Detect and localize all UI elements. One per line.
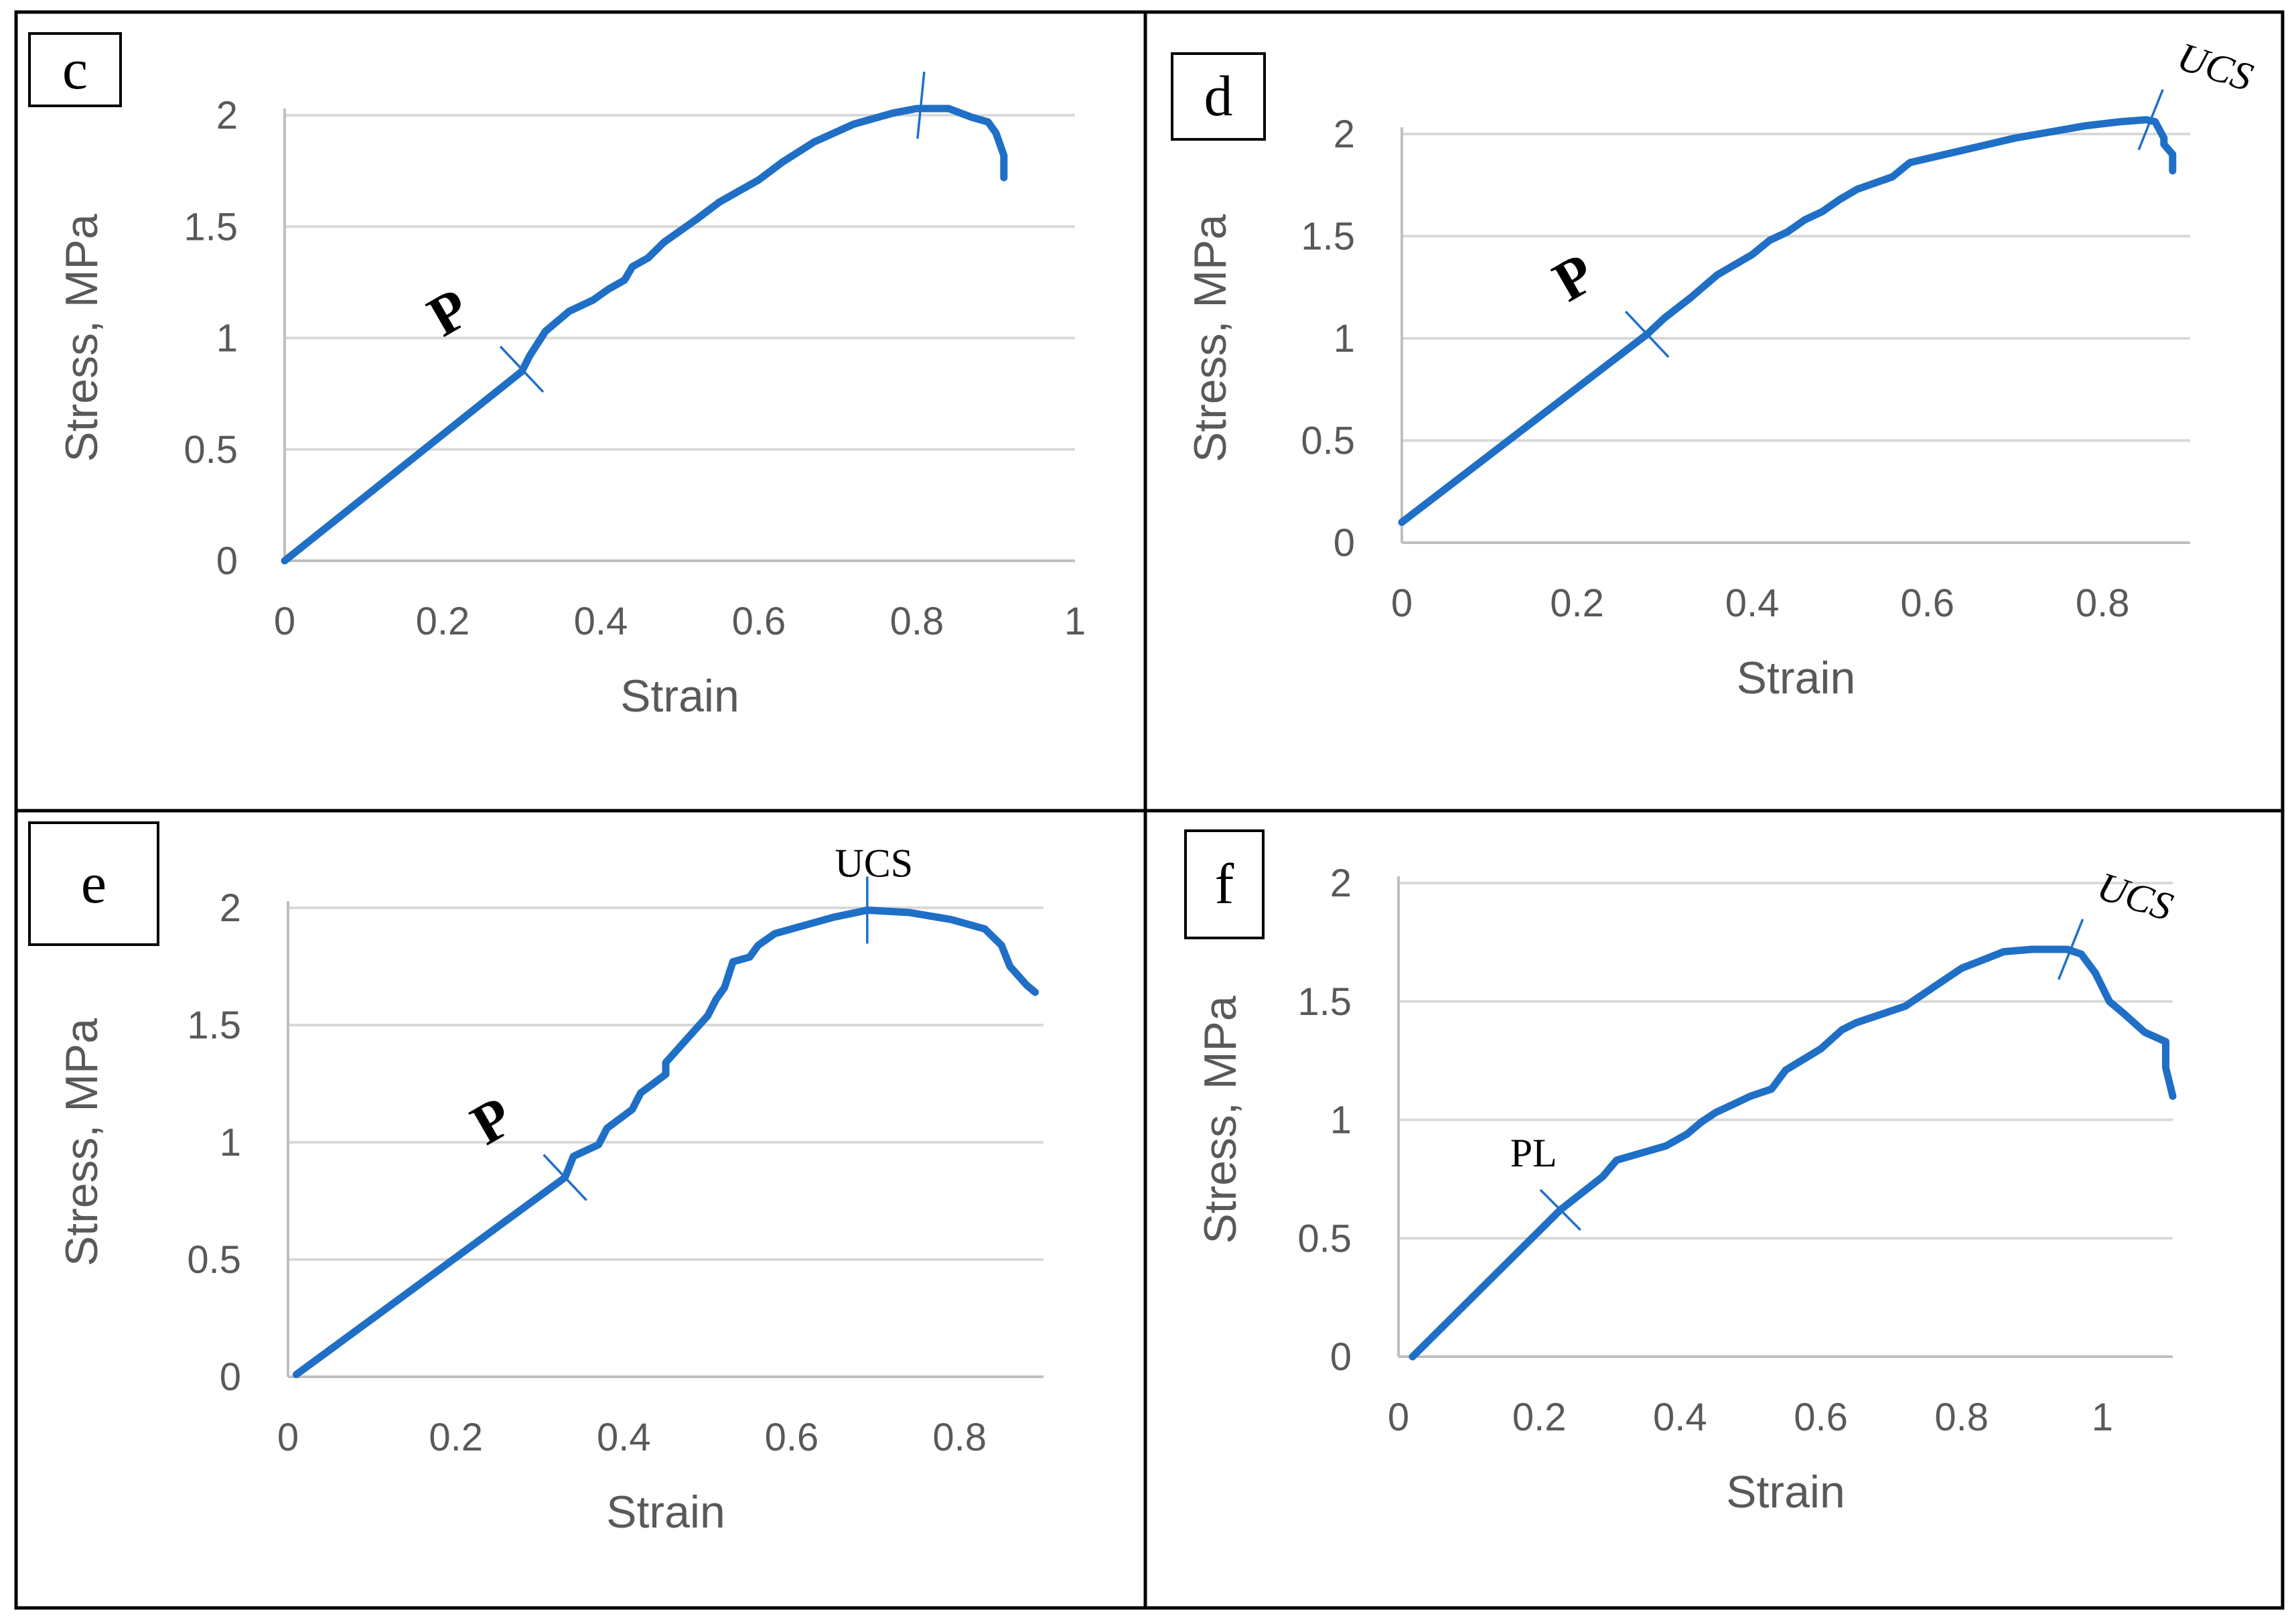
x-tick-label: 0.4 (1725, 582, 1780, 625)
chart-panel-f: 0 0.5 1 1.5 2 0 0.2 0.4 0.6 0.8 1 Strain Stress, MPa… (1143, 809, 2285, 1610)
y-tick-label: 1.5 (187, 1004, 241, 1047)
y-tick-label: 0.5 (1297, 1217, 1352, 1260)
y-axis-label: Stress, MPa (56, 1018, 107, 1266)
y-tick-label: 0.5 (187, 1238, 241, 1282)
y-tick-label: 2 (1330, 862, 1352, 905)
series-line (1409, 945, 2177, 1361)
y-tick-label: 0 (220, 1355, 241, 1399)
panel-letter-box (28, 32, 122, 107)
x-tick-label: 0.8 (1934, 1396, 1989, 1439)
x-tick-label: 0.6 (732, 600, 786, 643)
annotation-marker (2057, 919, 2084, 980)
panel-letter: e (81, 851, 106, 915)
x-tick-label: 0.2 (416, 600, 470, 643)
x-tick-label: 0 (1391, 582, 1413, 625)
annotation-label: UCS (835, 841, 913, 886)
x-axis-label: Strain (620, 671, 739, 722)
panel-letter-box (28, 821, 159, 946)
y-tick-label: 1 (1330, 1099, 1352, 1142)
y-tick-label: 2 (216, 94, 238, 137)
x-tick-label: 1 (1064, 600, 1086, 643)
y-tick-label: 1.5 (184, 205, 238, 249)
annotation-label: P (460, 1084, 523, 1157)
annotation-label: P (1542, 241, 1605, 314)
y-tick-label: 0.5 (184, 428, 238, 472)
y-tick-label: 0 (216, 539, 238, 583)
y-tick-label: 1.5 (1297, 980, 1352, 1024)
panel-letter: d (1204, 64, 1233, 128)
y-tick-label: 2 (1334, 113, 1355, 156)
annotation-label: PL (1510, 1131, 1557, 1175)
x-tick-label: 0.6 (1794, 1396, 1848, 1439)
x-tick-label: 0.8 (890, 600, 944, 643)
y-tick-label: 0.5 (1301, 419, 1355, 463)
panel-letter-box (1184, 829, 1265, 939)
panel-letter: c (62, 37, 88, 101)
x-tick-label: 0.2 (1512, 1396, 1567, 1439)
x-axis-label: Strain (1737, 653, 1856, 703)
y-tick-label: 1 (216, 317, 238, 360)
panel-letter: f (1215, 852, 1234, 916)
y-tick-label: 1 (1334, 317, 1355, 360)
x-tick-label: 0.4 (597, 1416, 651, 1459)
annotation-marker (1624, 310, 1670, 358)
y-tick-label: 2 (220, 886, 241, 930)
chart-panel-e: 0 0.5 1 1.5 2 0 0.2 0.4 0.6 0.8 Strain Stress, MPa P… (14, 809, 1147, 1610)
x-tick-label: 0 (277, 1416, 299, 1459)
x-tick-label: 0.4 (574, 600, 628, 643)
series-line (293, 906, 1039, 1378)
annotation-label: UCS (2092, 864, 2178, 929)
y-axis-label: Stress, MPa (1195, 996, 1246, 1243)
annotation-label: UCS (2172, 34, 2258, 100)
annotation-marker (1539, 1189, 1581, 1231)
y-tick-label: 0 (1330, 1335, 1352, 1379)
x-tick-label: 0 (1388, 1396, 1409, 1439)
y-tick-label: 1.5 (1301, 215, 1355, 259)
y-axis-label: Stress, MPa (56, 214, 107, 462)
x-axis-label: Strain (1726, 1467, 1845, 1517)
x-tick-label: 0.6 (765, 1416, 819, 1459)
panel-letter-box (1171, 52, 1266, 141)
annotation-marker (916, 71, 926, 139)
x-tick-label: 0.2 (429, 1416, 483, 1459)
annotation-marker (543, 1154, 587, 1201)
x-axis-label: Strain (606, 1487, 725, 1538)
x-tick-label: 0.4 (1653, 1396, 1707, 1439)
x-tick-label: 0.6 (1900, 582, 1954, 625)
annotation-marker (2137, 89, 2164, 151)
series-line (1398, 116, 2177, 526)
x-tick-label: 0 (274, 600, 295, 643)
panel-border (1143, 809, 2285, 1610)
chart-panel-c: 0 0.5 1 1.5 2 0 0.2 0.4 0.6 0.8 1 Strain Stress, MPa… (14, 10, 1147, 813)
y-axis-label: Stress, MPa (1185, 214, 1236, 462)
y-tick-label: 0 (1334, 521, 1355, 565)
y-tick-label: 1 (220, 1121, 241, 1164)
x-tick-label: 0.2 (1550, 582, 1604, 625)
series-line (281, 105, 1008, 565)
x-tick-label: 1 (2092, 1396, 2113, 1439)
x-tick-label: 0.8 (2076, 582, 2130, 625)
x-tick-label: 0.8 (932, 1416, 987, 1459)
chart-panel-d: 0 0.5 1 1.5 2 0 0.2 0.4 0.6 0.8 Strain Stress, MPa P… (1143, 10, 2285, 813)
annotation-marker (499, 345, 545, 393)
panel-border (14, 10, 1147, 813)
panel-border (1143, 10, 2285, 813)
